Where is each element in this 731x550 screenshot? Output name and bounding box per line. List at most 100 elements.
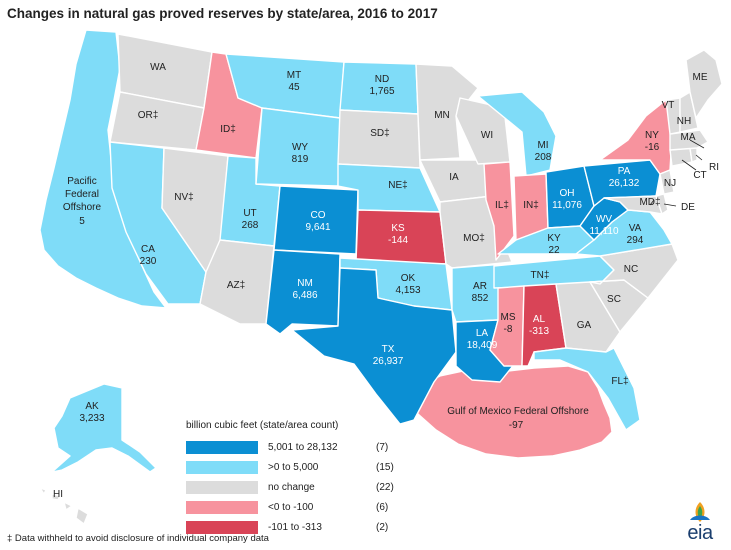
region-label-va: VA: [629, 223, 642, 234]
legend-label: <0 to -100: [268, 501, 314, 513]
region-label-vt: VT: [662, 100, 675, 111]
region-label-tx: TX: [382, 344, 395, 355]
region-fl[interactable]: [533, 347, 641, 431]
region-label-ar: AR: [473, 281, 487, 292]
region-label-oh: OH: [560, 188, 575, 199]
region-label-ri: RI: [709, 162, 719, 173]
legend-item: <0 to -100 (6): [186, 497, 406, 517]
legend-label: 5,001 to 28,132: [268, 441, 338, 453]
region-label-ut: UT: [243, 208, 256, 219]
region-label-ga: GA: [577, 320, 592, 331]
region-ga[interactable]: [555, 281, 621, 353]
region-value-ok: 4,153: [395, 285, 420, 296]
region-label-wa: WA: [150, 62, 166, 73]
legend-label: >0 to 5,000: [268, 461, 319, 473]
region-de[interactable]: [655, 193, 669, 215]
region-label-tn: TN‡: [531, 270, 550, 281]
eia-logo: eia: [676, 500, 724, 546]
region-ak[interactable]: [51, 383, 157, 473]
region-label-ak: AK: [85, 401, 99, 412]
region-label-pfo-line: Federal: [65, 189, 99, 200]
region-label-mo: MO‡: [463, 233, 485, 244]
region-nj[interactable]: [659, 169, 675, 195]
region-label-id: ID‡: [220, 124, 236, 135]
legend-item: >0 to 5,000 (15): [186, 457, 406, 477]
region-value-ks: -144: [388, 235, 408, 246]
legend-count: (22): [376, 481, 394, 493]
region-label-la: LA: [476, 328, 489, 339]
region-value-nd: 1,765: [369, 86, 394, 97]
region-label-pa: PA: [618, 166, 631, 177]
region-value-wv: 11,110: [589, 226, 619, 237]
legend-swatch: [186, 460, 258, 474]
legend-label: -101 to -313: [268, 521, 322, 533]
region-mn[interactable]: [415, 63, 479, 161]
region-label-ia: IA: [449, 172, 459, 183]
region-label-wy: WY: [292, 142, 308, 153]
eia-flame-icon: [690, 502, 710, 522]
region-label-pfo-line: Offshore: [63, 202, 102, 213]
region-label-gom: Gulf of Mexico Federal Offshore: [447, 406, 589, 417]
region-ri[interactable]: [689, 147, 698, 163]
region-mi[interactable]: [477, 91, 557, 177]
region-value-tx: 26,937: [373, 356, 404, 367]
region-nc[interactable]: [589, 243, 679, 299]
region-label-nv: NV‡: [174, 192, 193, 203]
region-value-va: 294: [627, 235, 644, 246]
region-label-al: AL: [533, 314, 546, 325]
legend-label: no change: [268, 481, 315, 493]
region-value-nm: 6,486: [292, 290, 317, 301]
legend-count: (2): [376, 521, 389, 533]
region-label-ny: NY: [645, 130, 659, 141]
region-label-mi: MI: [537, 140, 548, 151]
region-label-ms: MS: [501, 312, 516, 323]
legend-count: (6): [376, 501, 389, 513]
region-value-ny: -16: [645, 142, 660, 153]
legend-item: 5,001 to 28,132 (7): [186, 437, 406, 457]
region-label-ks: KS: [391, 223, 405, 234]
eia-logo-text: eia: [687, 522, 713, 544]
region-value-ak: 3,233: [79, 413, 104, 424]
region-ct[interactable]: [669, 147, 693, 167]
region-label-sc: SC: [607, 294, 621, 305]
region-label-ma: MA: [681, 132, 696, 143]
region-label-me: ME: [693, 72, 708, 83]
region-label-nj: NJ: [664, 178, 676, 189]
region-value-co: 9,641: [305, 222, 330, 233]
region-value-pa: 26,132: [609, 178, 640, 189]
legend-title: billion cubic feet (state/area count): [186, 420, 339, 431]
region-label-ok: OK: [401, 273, 416, 284]
region-sd[interactable]: [337, 109, 421, 169]
region-label-co: CO: [311, 210, 326, 221]
region-label-wv: WV: [596, 214, 612, 225]
region-value-wy: 819: [292, 154, 309, 165]
region-tx[interactable]: [291, 267, 457, 425]
region-nh[interactable]: [679, 91, 699, 133]
region-label-il: IL‡: [495, 200, 509, 211]
region-label-nd: ND: [375, 74, 389, 85]
legend-item: -101 to -313 (2): [186, 517, 406, 537]
legend-count: (7): [376, 441, 389, 453]
region-label-ky: KY: [547, 233, 561, 244]
region-label-nh: NH: [677, 116, 691, 127]
legend-count: (15): [376, 461, 394, 473]
region-value-ky: 22: [548, 245, 560, 256]
region-label-fl: FL‡: [611, 376, 628, 387]
region-value-oh: 11,076: [552, 200, 582, 211]
region-hi[interactable]: [39, 487, 89, 525]
region-pacific-federal-offshore[interactable]: [39, 29, 167, 309]
region-label-de: DE: [681, 202, 695, 213]
region-value-ca: 230: [140, 256, 157, 267]
legend: billion cubic feet (state/area count) 5,…: [186, 420, 406, 537]
region-me[interactable]: [685, 49, 723, 119]
legend-swatch: [186, 500, 258, 514]
legend-item: no change (22): [186, 477, 406, 497]
region-label-md: MD‡: [639, 197, 660, 208]
region-il[interactable]: [483, 161, 515, 261]
region-label-az: AZ‡: [227, 280, 245, 291]
legend-swatch: [186, 480, 258, 494]
region-nm[interactable]: [265, 249, 341, 335]
region-label-wi: WI: [481, 130, 493, 141]
region-value-al: -313: [529, 326, 549, 337]
